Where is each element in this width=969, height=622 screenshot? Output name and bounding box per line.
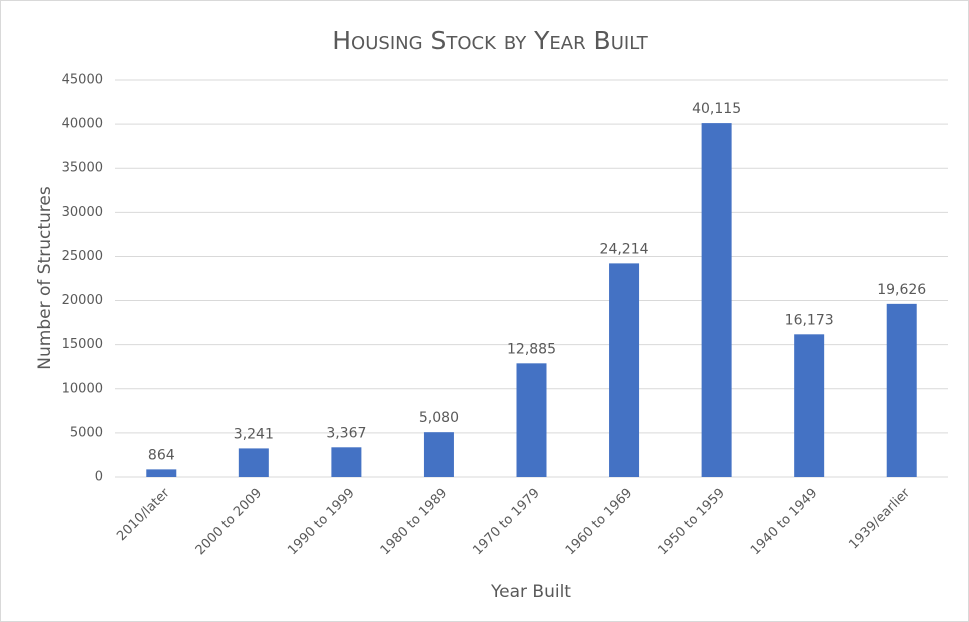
bar: [886, 303, 917, 477]
y-tick-label: 45000: [62, 73, 103, 88]
bar: [331, 447, 362, 477]
y-tick-label: 30000: [62, 205, 103, 220]
y-tick-label: 0: [95, 470, 103, 485]
bar: [794, 334, 825, 477]
y-tick-label: 10000: [62, 381, 103, 396]
bar: [146, 469, 177, 477]
data-label: 3,367: [326, 425, 366, 441]
data-label: 12,885: [507, 341, 556, 357]
bar: [238, 448, 269, 477]
bar: [516, 363, 547, 477]
y-tick-label: 25000: [62, 249, 103, 264]
chart-title: Housing Stock by Year Built: [332, 26, 648, 55]
y-tick-label: 20000: [62, 293, 103, 308]
bar: [423, 432, 454, 477]
y-tick-label: 5000: [70, 425, 103, 440]
data-label: 864: [148, 447, 175, 463]
x-axis-label: Year Built: [490, 582, 571, 602]
y-tick-label: 15000: [62, 337, 103, 352]
y-tick-label: 40000: [62, 117, 103, 132]
y-tick-label: 35000: [62, 161, 103, 176]
data-label: 3,241: [234, 426, 274, 442]
data-label: 19,626: [877, 282, 926, 298]
data-label: 24,214: [600, 241, 649, 257]
data-label: 5,080: [419, 410, 459, 426]
bar: [701, 123, 732, 477]
data-label: 40,115: [692, 101, 741, 117]
bar: [609, 263, 640, 477]
data-label: 16,173: [785, 312, 834, 328]
y-axis-label: Number of Structures: [35, 186, 55, 370]
